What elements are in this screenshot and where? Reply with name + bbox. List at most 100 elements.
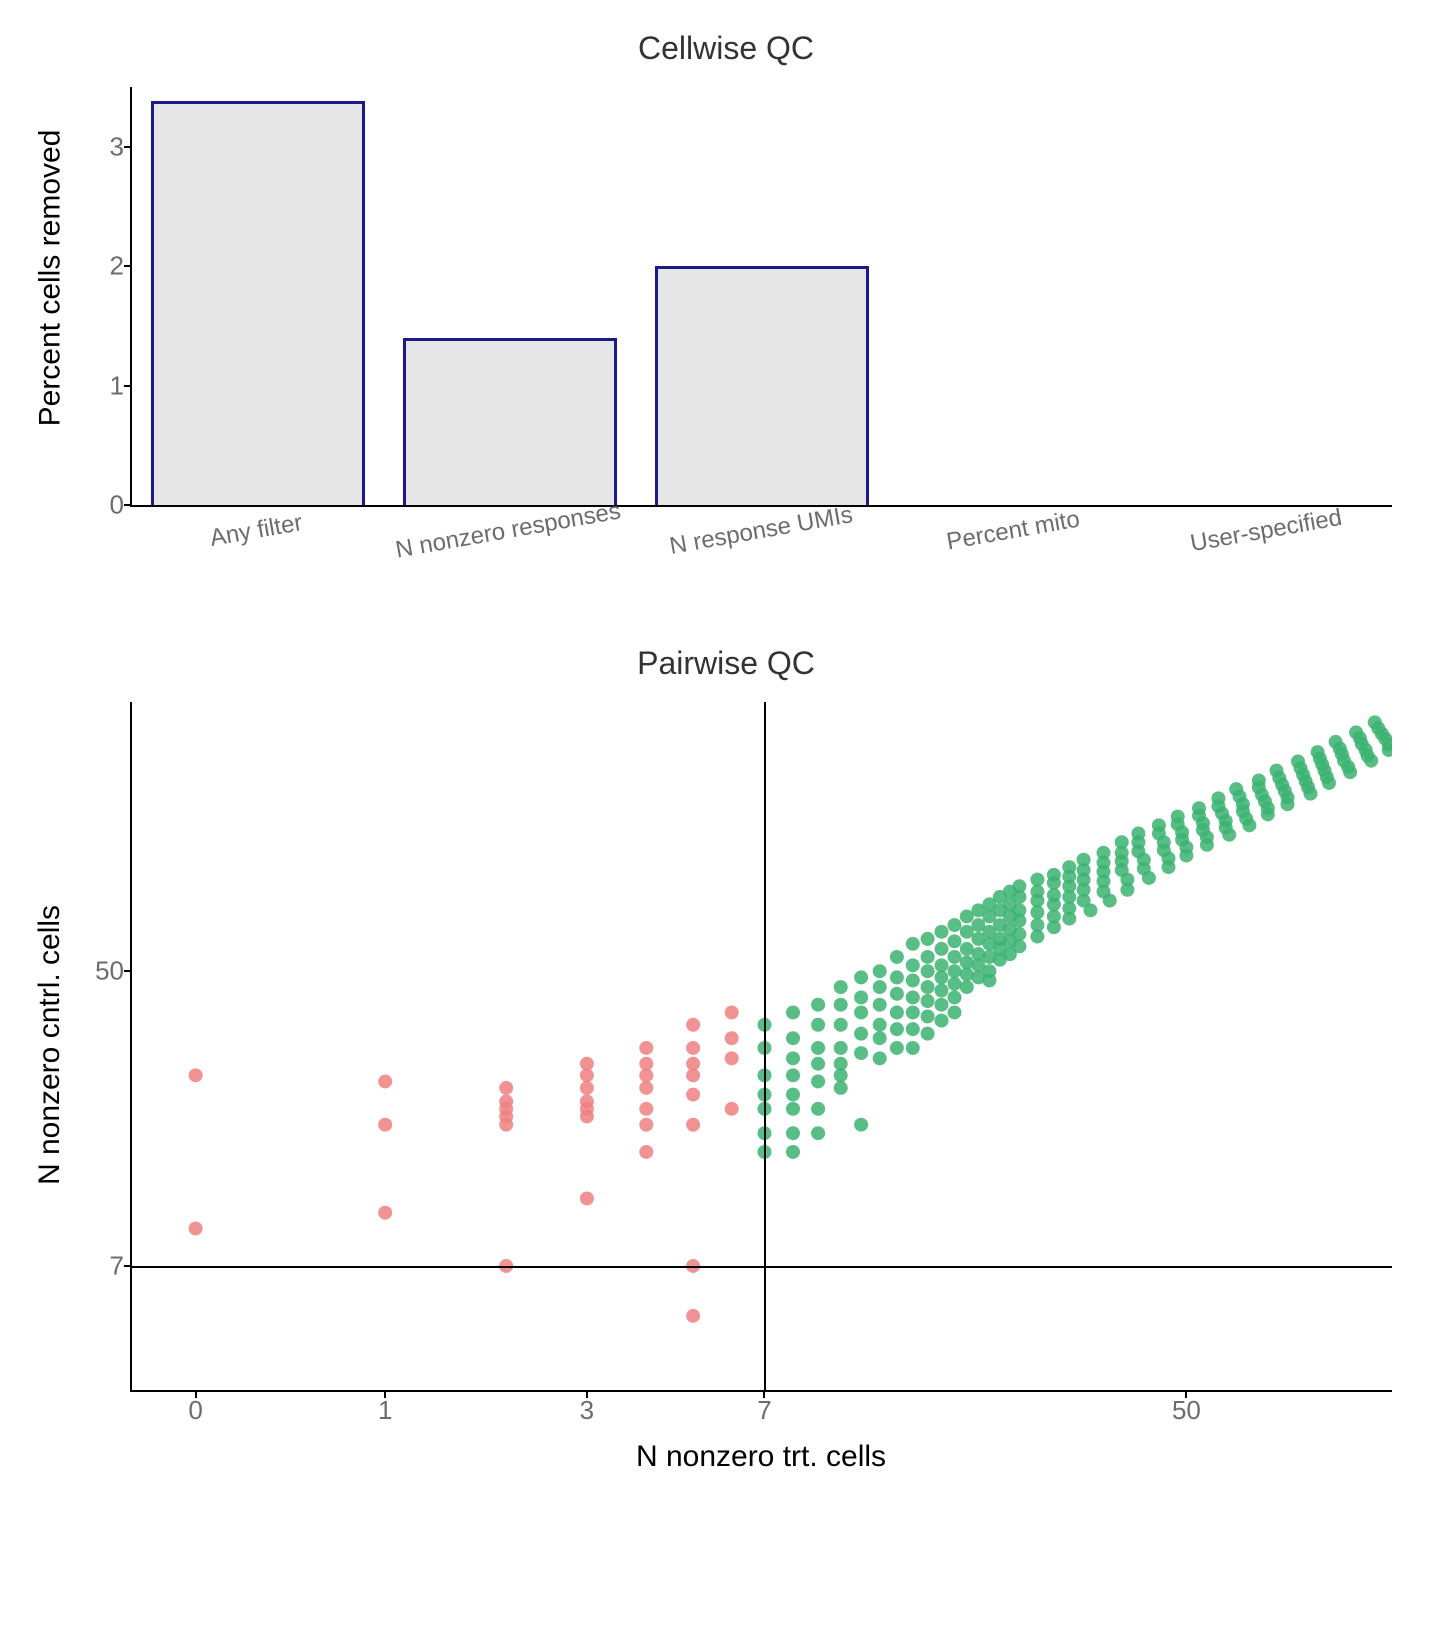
scatter-point-pass bbox=[873, 998, 887, 1012]
scatter-point-pass bbox=[906, 990, 920, 1004]
scatter-point-fail bbox=[189, 1221, 203, 1235]
scatter-point-pass bbox=[854, 1046, 868, 1060]
scatter-point-fail bbox=[725, 1051, 739, 1065]
bar-plot-area: 0123 Any filterN nonzero responsesN resp… bbox=[130, 87, 1392, 545]
scatter-point-fail bbox=[725, 1006, 739, 1020]
scatter-point-pass bbox=[1047, 897, 1061, 911]
scatter-y-tick-label: 50 bbox=[76, 956, 124, 987]
bar-y-tick-label: 1 bbox=[84, 370, 124, 401]
bar-y-tick-mark bbox=[124, 504, 132, 506]
scatter-point-pass bbox=[1062, 912, 1076, 926]
bar-y-tick-mark bbox=[124, 385, 132, 387]
scatter-point-pass bbox=[948, 964, 962, 978]
scatter-point-fail bbox=[725, 1102, 739, 1116]
scatter-point-pass bbox=[786, 1006, 800, 1020]
scatter-point-pass bbox=[786, 1068, 800, 1082]
scatter-point-pass bbox=[890, 970, 904, 984]
scatter-point-pass bbox=[1012, 927, 1026, 941]
scatter-point-pass bbox=[890, 1041, 904, 1055]
scatter-point-pass bbox=[1142, 871, 1156, 885]
scatter-point-pass bbox=[935, 970, 949, 984]
scatter-x-tick-label: 50 bbox=[1172, 1395, 1201, 1426]
scatter-point-pass bbox=[890, 1022, 904, 1036]
scatter-point-pass bbox=[854, 1006, 868, 1020]
scatter-y-axis-label: N nonzero cntrl. cells bbox=[33, 904, 67, 1184]
scatter-point-pass bbox=[1030, 905, 1044, 919]
bar-y-tick-mark bbox=[124, 265, 132, 267]
scatter-point-pass bbox=[921, 994, 935, 1008]
scatter-point-pass bbox=[1030, 873, 1044, 887]
scatter-point-pass bbox=[1047, 876, 1061, 890]
bar-y-axis-label: Percent cells removed bbox=[33, 129, 67, 426]
scatter-point-fail bbox=[499, 1118, 513, 1132]
scatter-point-pass bbox=[906, 958, 920, 972]
scatter-point-fail bbox=[639, 1041, 653, 1055]
scatter-point-fail bbox=[686, 1018, 700, 1032]
scatter-x-tick-label: 0 bbox=[188, 1395, 202, 1426]
scatter-point-pass bbox=[834, 1081, 848, 1095]
scatter-point-fail bbox=[499, 1081, 513, 1095]
qc-bar bbox=[151, 101, 364, 505]
scatter-point-pass bbox=[1281, 797, 1295, 811]
scatter-point-pass bbox=[906, 1006, 920, 1020]
scatter-point-fail bbox=[639, 1145, 653, 1159]
scatter-point-pass bbox=[834, 998, 848, 1012]
bar-slot bbox=[888, 87, 1140, 505]
scatter-point-pass bbox=[854, 1027, 868, 1041]
scatter-point-pass bbox=[1012, 939, 1026, 953]
threshold-vline bbox=[764, 702, 766, 1390]
scatter-point-pass bbox=[811, 1102, 825, 1116]
scatter-point-pass bbox=[906, 937, 920, 951]
scatter-plot: 013750750 bbox=[130, 702, 1392, 1392]
scatter-point-pass bbox=[786, 1145, 800, 1159]
bar-chart-title: Cellwise QC bbox=[20, 30, 1432, 67]
bar-y-tick-mark bbox=[124, 146, 132, 148]
scatter-point-fail bbox=[580, 1191, 594, 1205]
bar-y-tick-label: 0 bbox=[84, 490, 124, 521]
scatter-point-pass bbox=[935, 958, 949, 972]
bar-slot bbox=[1140, 87, 1392, 505]
bar-slot bbox=[384, 87, 636, 505]
scatter-point-pass bbox=[1030, 930, 1044, 944]
scatter-point-pass bbox=[906, 1041, 920, 1055]
scatter-point-pass bbox=[948, 950, 962, 964]
scatter-plot-area: 013750750 N nonzero trt. cells bbox=[130, 702, 1392, 1474]
scatter-point-pass bbox=[1012, 890, 1026, 904]
scatter-point-pass bbox=[834, 1041, 848, 1055]
scatter-point-pass bbox=[1047, 920, 1061, 934]
scatter-point-fail bbox=[725, 1031, 739, 1045]
scatter-point-pass bbox=[1304, 787, 1318, 801]
scatter-y-tick-mark bbox=[124, 970, 132, 972]
scatter-point-pass bbox=[834, 1018, 848, 1032]
scatter-point-fail bbox=[580, 1068, 594, 1082]
bars-container bbox=[132, 87, 1392, 505]
scatter-y-tick-mark bbox=[124, 1265, 132, 1267]
scatter-point-pass bbox=[1084, 903, 1098, 917]
scatter-point-pass bbox=[786, 1031, 800, 1045]
scatter-x-tick-label: 1 bbox=[378, 1395, 392, 1426]
scatter-point-pass bbox=[786, 1126, 800, 1140]
scatter-point-pass bbox=[811, 998, 825, 1012]
scatter-point-fail bbox=[639, 1081, 653, 1095]
scatter-point-pass bbox=[935, 983, 949, 997]
scatter-point-pass bbox=[921, 950, 935, 964]
scatter-point-pass bbox=[948, 934, 962, 948]
scatter-point-fail bbox=[378, 1118, 392, 1132]
qc-figure: Cellwise QC Percent cells removed 0123 A… bbox=[20, 30, 1432, 1474]
scatter-point-pass bbox=[935, 1014, 949, 1028]
scatter-point-pass bbox=[873, 980, 887, 994]
scatter-point-fail bbox=[686, 1309, 700, 1323]
scatter-point-pass bbox=[811, 1041, 825, 1055]
scatter-point-pass bbox=[1103, 894, 1117, 908]
bar-slot bbox=[636, 87, 888, 505]
scatter-point-pass bbox=[1012, 914, 1026, 928]
scatter-point-fail bbox=[686, 1068, 700, 1082]
bar-plot: 0123 bbox=[130, 87, 1392, 507]
pairwise-qc-panel: Pairwise QC N nonzero cntrl. cells 01375… bbox=[20, 645, 1432, 1474]
scatter-point-pass bbox=[890, 987, 904, 1001]
scatter-point-pass bbox=[948, 1006, 962, 1020]
scatter-point-pass bbox=[811, 1075, 825, 1089]
scatter-point-pass bbox=[1179, 849, 1193, 863]
scatter-point-fail bbox=[686, 1088, 700, 1102]
scatter-x-tick-label: 3 bbox=[580, 1395, 594, 1426]
